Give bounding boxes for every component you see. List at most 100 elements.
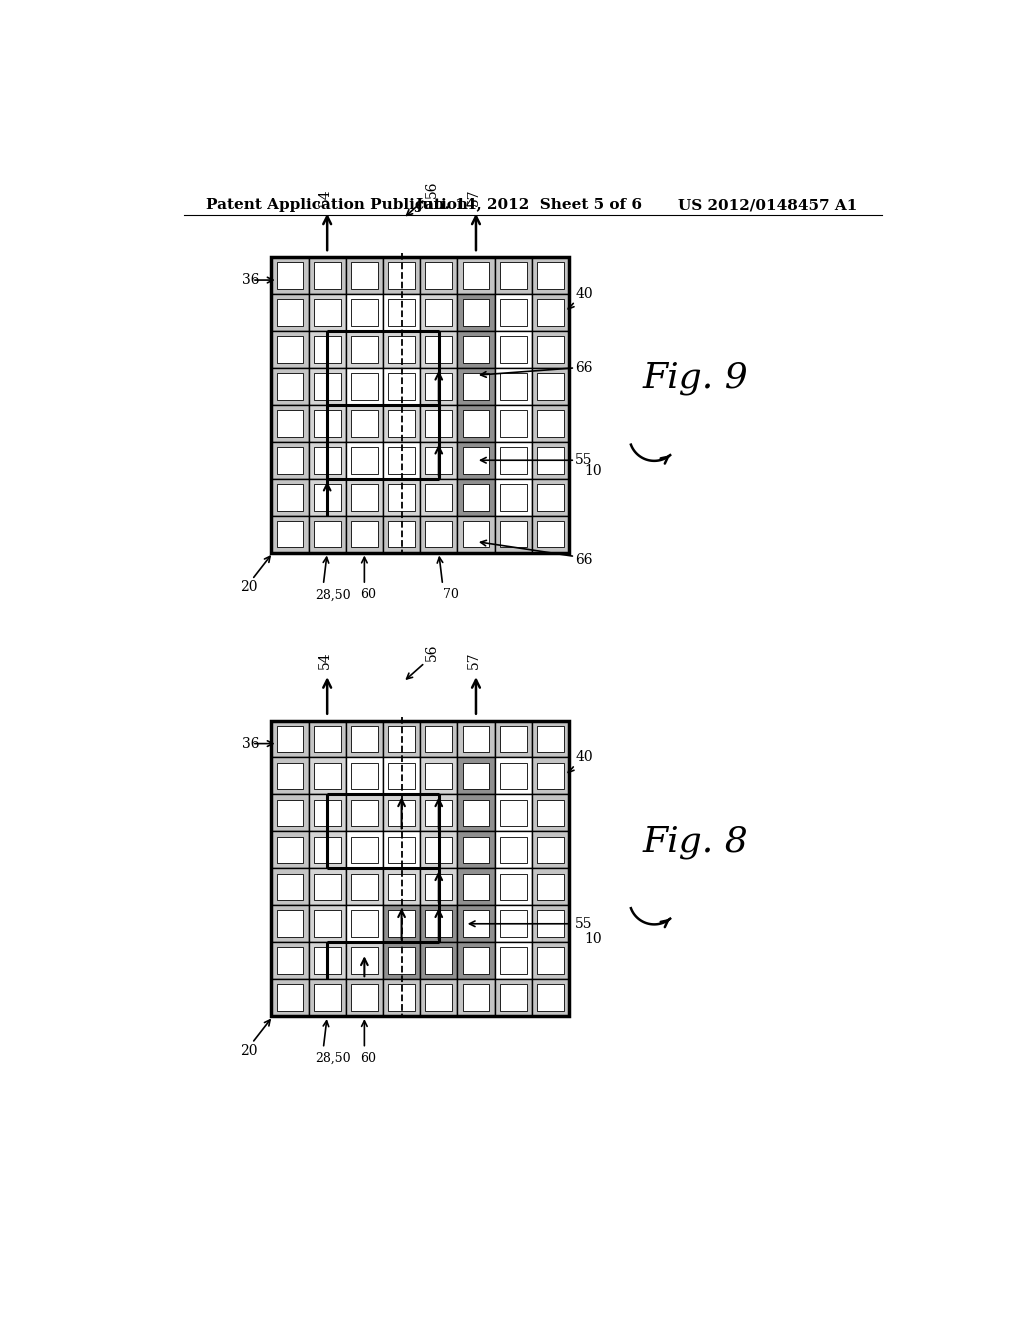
Bar (495, 869, 531, 906)
Bar (531, 721, 569, 758)
Bar (463, 521, 489, 548)
Bar (388, 337, 415, 363)
Bar (458, 906, 495, 942)
Bar (500, 726, 526, 752)
Bar (276, 484, 303, 511)
Bar (383, 257, 420, 294)
Bar (537, 763, 564, 789)
Bar (500, 447, 526, 474)
Text: 56: 56 (425, 181, 439, 198)
Bar (500, 800, 526, 826)
Bar (383, 331, 420, 368)
Bar (313, 374, 341, 400)
Bar (388, 948, 415, 974)
Bar (500, 263, 526, 289)
Bar (351, 300, 378, 326)
Text: 20: 20 (241, 581, 258, 594)
Bar (463, 837, 489, 863)
Bar (500, 874, 526, 900)
Bar (420, 331, 458, 368)
Bar (537, 411, 564, 437)
Bar (458, 942, 495, 979)
Bar (420, 257, 458, 294)
Bar (537, 837, 564, 863)
Bar (383, 479, 420, 516)
Bar (346, 368, 383, 405)
Bar (463, 484, 489, 511)
Bar (276, 948, 303, 974)
Bar (458, 721, 495, 758)
Bar (388, 484, 415, 511)
Bar (425, 263, 453, 289)
Bar (308, 906, 346, 942)
Bar (531, 906, 569, 942)
Bar (383, 442, 420, 479)
Bar (346, 294, 383, 331)
Bar (458, 331, 495, 368)
Bar (458, 869, 495, 906)
Bar (346, 479, 383, 516)
Bar (388, 800, 415, 826)
Bar (500, 911, 526, 937)
Bar (313, 521, 341, 548)
Bar (276, 874, 303, 900)
Bar (458, 442, 495, 479)
Bar (383, 795, 420, 832)
Bar (537, 300, 564, 326)
Bar (531, 979, 569, 1016)
Bar (276, 763, 303, 789)
Bar (346, 832, 383, 869)
Bar (308, 405, 346, 442)
Bar (346, 721, 383, 758)
Bar (351, 800, 378, 826)
Text: US 2012/0148457 A1: US 2012/0148457 A1 (678, 198, 858, 213)
Bar (425, 521, 453, 548)
Bar (500, 521, 526, 548)
Bar (420, 979, 458, 1016)
Bar (531, 331, 569, 368)
Bar (531, 832, 569, 869)
Bar (271, 257, 569, 553)
Bar (308, 832, 346, 869)
Text: 20: 20 (241, 1044, 258, 1057)
Bar (351, 985, 378, 1011)
Bar (346, 405, 383, 442)
Bar (425, 800, 453, 826)
Text: 28,50: 28,50 (315, 1052, 351, 1065)
Bar (531, 442, 569, 479)
Bar (537, 484, 564, 511)
Bar (458, 795, 495, 832)
Bar (463, 263, 489, 289)
Bar (463, 300, 489, 326)
Bar (531, 257, 569, 294)
Bar (271, 942, 308, 979)
Bar (271, 758, 308, 795)
Bar (313, 837, 341, 863)
Bar (500, 300, 526, 326)
Text: 54: 54 (317, 187, 332, 206)
Text: 60: 60 (360, 1052, 377, 1065)
Bar (388, 447, 415, 474)
Bar (537, 800, 564, 826)
Bar (308, 758, 346, 795)
Bar (425, 411, 453, 437)
Bar (420, 906, 458, 942)
Bar (388, 726, 415, 752)
Text: 70: 70 (442, 589, 459, 602)
Bar (500, 948, 526, 974)
Bar (271, 795, 308, 832)
Text: Jun. 14, 2012  Sheet 5 of 6: Jun. 14, 2012 Sheet 5 of 6 (415, 198, 642, 213)
Bar (271, 721, 308, 758)
Bar (495, 721, 531, 758)
Text: 55: 55 (575, 917, 593, 931)
Text: 28,50: 28,50 (315, 589, 351, 602)
Bar (388, 374, 415, 400)
Bar (420, 405, 458, 442)
Bar (308, 479, 346, 516)
Bar (531, 294, 569, 331)
Bar (495, 832, 531, 869)
Bar (276, 263, 303, 289)
Bar (531, 869, 569, 906)
Bar (388, 837, 415, 863)
Text: 10: 10 (585, 465, 602, 478)
